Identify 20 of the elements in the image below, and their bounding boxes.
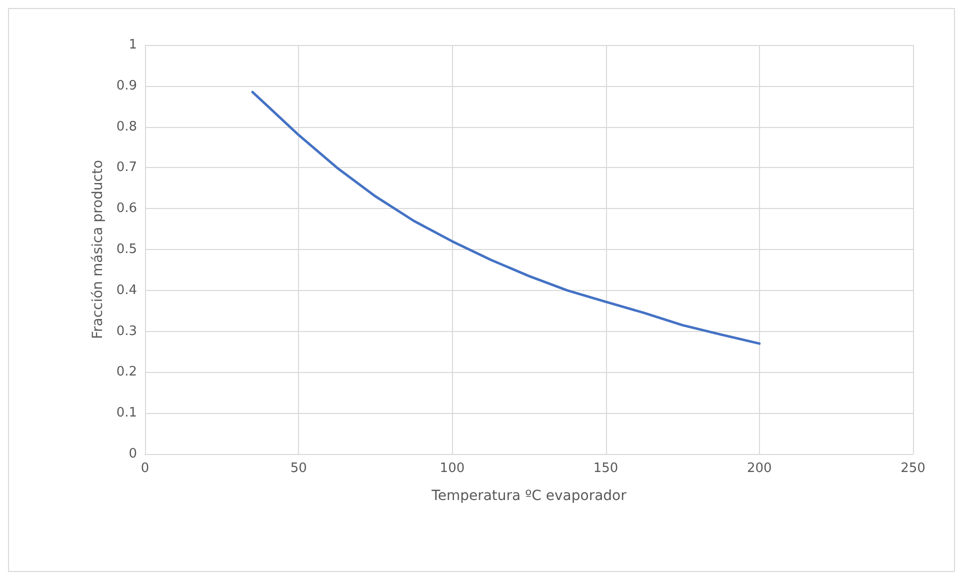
- y-tick-label: 0.2: [116, 364, 137, 380]
- y-tick-label: 0.8: [116, 119, 137, 134]
- y-tick-label: 0.3: [116, 324, 137, 339]
- y-tick-label: 0.7: [116, 160, 137, 176]
- y-axis-title: Fracción másica producto: [90, 160, 106, 340]
- y-tick-label: 0: [128, 446, 137, 462]
- y-tick-label: 0.9: [116, 78, 137, 94]
- x-tick-label: 250: [900, 461, 926, 476]
- x-tick-label: 0: [140, 461, 150, 476]
- y-tick-label: 0.5: [116, 242, 137, 257]
- x-tick-label: 100: [440, 461, 465, 476]
- y-tick-label: 1: [128, 38, 137, 52]
- x-axis-title: Temperatura ºC evaporador: [430, 488, 627, 504]
- line-series: [251, 90, 761, 345]
- y-tick-label: 0.1: [116, 406, 137, 421]
- x-tick-label: 150: [593, 461, 618, 476]
- y-tick-label: 0.6: [116, 201, 137, 216]
- x-tick-label: 200: [746, 461, 772, 476]
- y-tick-label: 0.4: [116, 282, 137, 298]
- x-tick-label: 50: [290, 461, 307, 476]
